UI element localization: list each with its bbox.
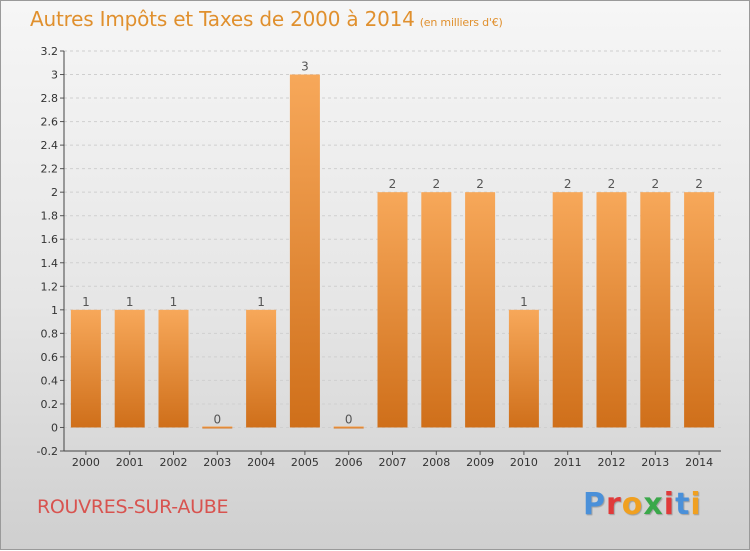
data-label: 1 — [170, 295, 178, 309]
data-labels: 1 1 1 0 1 3 0 2 2 2 1 2 2 2 2 — [82, 60, 703, 427]
bar — [465, 192, 496, 428]
data-label: 3 — [301, 60, 309, 74]
bar — [202, 426, 233, 429]
bar — [70, 309, 101, 428]
x-tick-label: 2003 — [203, 456, 231, 469]
logo-letter: t — [675, 487, 691, 522]
data-label: 2 — [389, 177, 397, 191]
x-tick-label: 2006 — [335, 456, 363, 469]
data-label: 1 — [126, 295, 134, 309]
y-tick-label: 1.6 — [41, 233, 59, 246]
bar — [640, 192, 671, 428]
proxiti-logo[interactable]: Proxiti — [583, 487, 702, 522]
y-tick-label: 2 — [51, 186, 58, 199]
x-tick-label: 2010 — [510, 456, 538, 469]
y-tick-label: 0.4 — [41, 374, 59, 387]
y-tick-label: 0.6 — [41, 351, 59, 364]
x-tick-label: 2004 — [247, 456, 275, 469]
y-tick-label: 2.8 — [41, 92, 59, 105]
x-tick-label: 2012 — [598, 456, 626, 469]
y-tick-label: 2.4 — [41, 139, 59, 152]
y-tick-label: 0 — [51, 421, 58, 434]
data-label: 0 — [345, 412, 353, 426]
x-tick-label: 2002 — [160, 456, 188, 469]
commune-name: ROUVRES-SUR-AUBE — [37, 496, 229, 518]
y-tick-label: 2.6 — [41, 116, 59, 129]
logo-letter: r — [606, 487, 622, 522]
y-tick-label: 3.2 — [41, 45, 59, 58]
logo-letter: o — [621, 487, 644, 522]
y-tick-label: 1.2 — [41, 280, 59, 293]
bar — [289, 74, 320, 428]
y-tick-label: -0.2 — [37, 445, 58, 458]
x-tick-label: 2009 — [466, 456, 494, 469]
x-tick-label: 2013 — [641, 456, 669, 469]
data-label: 2 — [476, 177, 484, 191]
title-text: Autres Impôts et Taxes de 2000 à 2014 — [30, 7, 415, 31]
logo-letter: i — [663, 487, 676, 522]
data-label: 0 — [213, 412, 221, 426]
data-label: 2 — [564, 177, 572, 191]
axes: -0.2 0 0.2 0.4 0.6 0.8 1 1.2 1.4 1.6 1.8 2 2.2 2.4 2.6… — [37, 45, 721, 469]
bar — [684, 192, 715, 428]
unit-label: (en milliers d'€) — [419, 16, 503, 29]
x-tick-label: 2001 — [116, 456, 144, 469]
bar — [246, 309, 277, 428]
data-label: 1 — [82, 295, 90, 309]
x-tick-label: 2011 — [554, 456, 582, 469]
bar — [552, 192, 583, 428]
y-tick-label: 0.8 — [41, 327, 59, 340]
x-tick-label: 2007 — [379, 456, 407, 469]
bar — [596, 192, 627, 428]
bars — [70, 74, 715, 429]
x-tick-label: 2000 — [72, 456, 100, 469]
data-label: 1 — [520, 295, 528, 309]
data-label: 2 — [695, 177, 703, 191]
logo-letter: x — [643, 487, 664, 522]
bar — [377, 192, 408, 428]
y-tick-label: 1.8 — [41, 210, 59, 223]
bar — [158, 309, 189, 428]
y-tick-label: 2.2 — [41, 163, 59, 176]
y-tick-label: 1 — [51, 304, 58, 317]
logo-letter: P — [583, 487, 606, 522]
data-label: 1 — [257, 295, 265, 309]
y-tick-label: 0.2 — [41, 398, 59, 411]
x-tick-label: 2008 — [422, 456, 450, 469]
data-label: 2 — [608, 177, 616, 191]
bar — [114, 309, 145, 428]
logo-letter: i — [690, 487, 702, 522]
y-tick-label: 1.4 — [41, 257, 59, 270]
data-label: 2 — [651, 177, 659, 191]
y-tick-label: 3 — [51, 69, 58, 82]
data-label: 2 — [432, 177, 440, 191]
x-tick-label: 2005 — [291, 456, 319, 469]
chart-title: Autres Impôts et Taxes de 2000 à 2014 (en… — [30, 7, 503, 31]
x-tick-label: 2014 — [685, 456, 713, 469]
bar — [421, 192, 452, 428]
bar — [333, 426, 364, 429]
bar — [508, 309, 539, 428]
